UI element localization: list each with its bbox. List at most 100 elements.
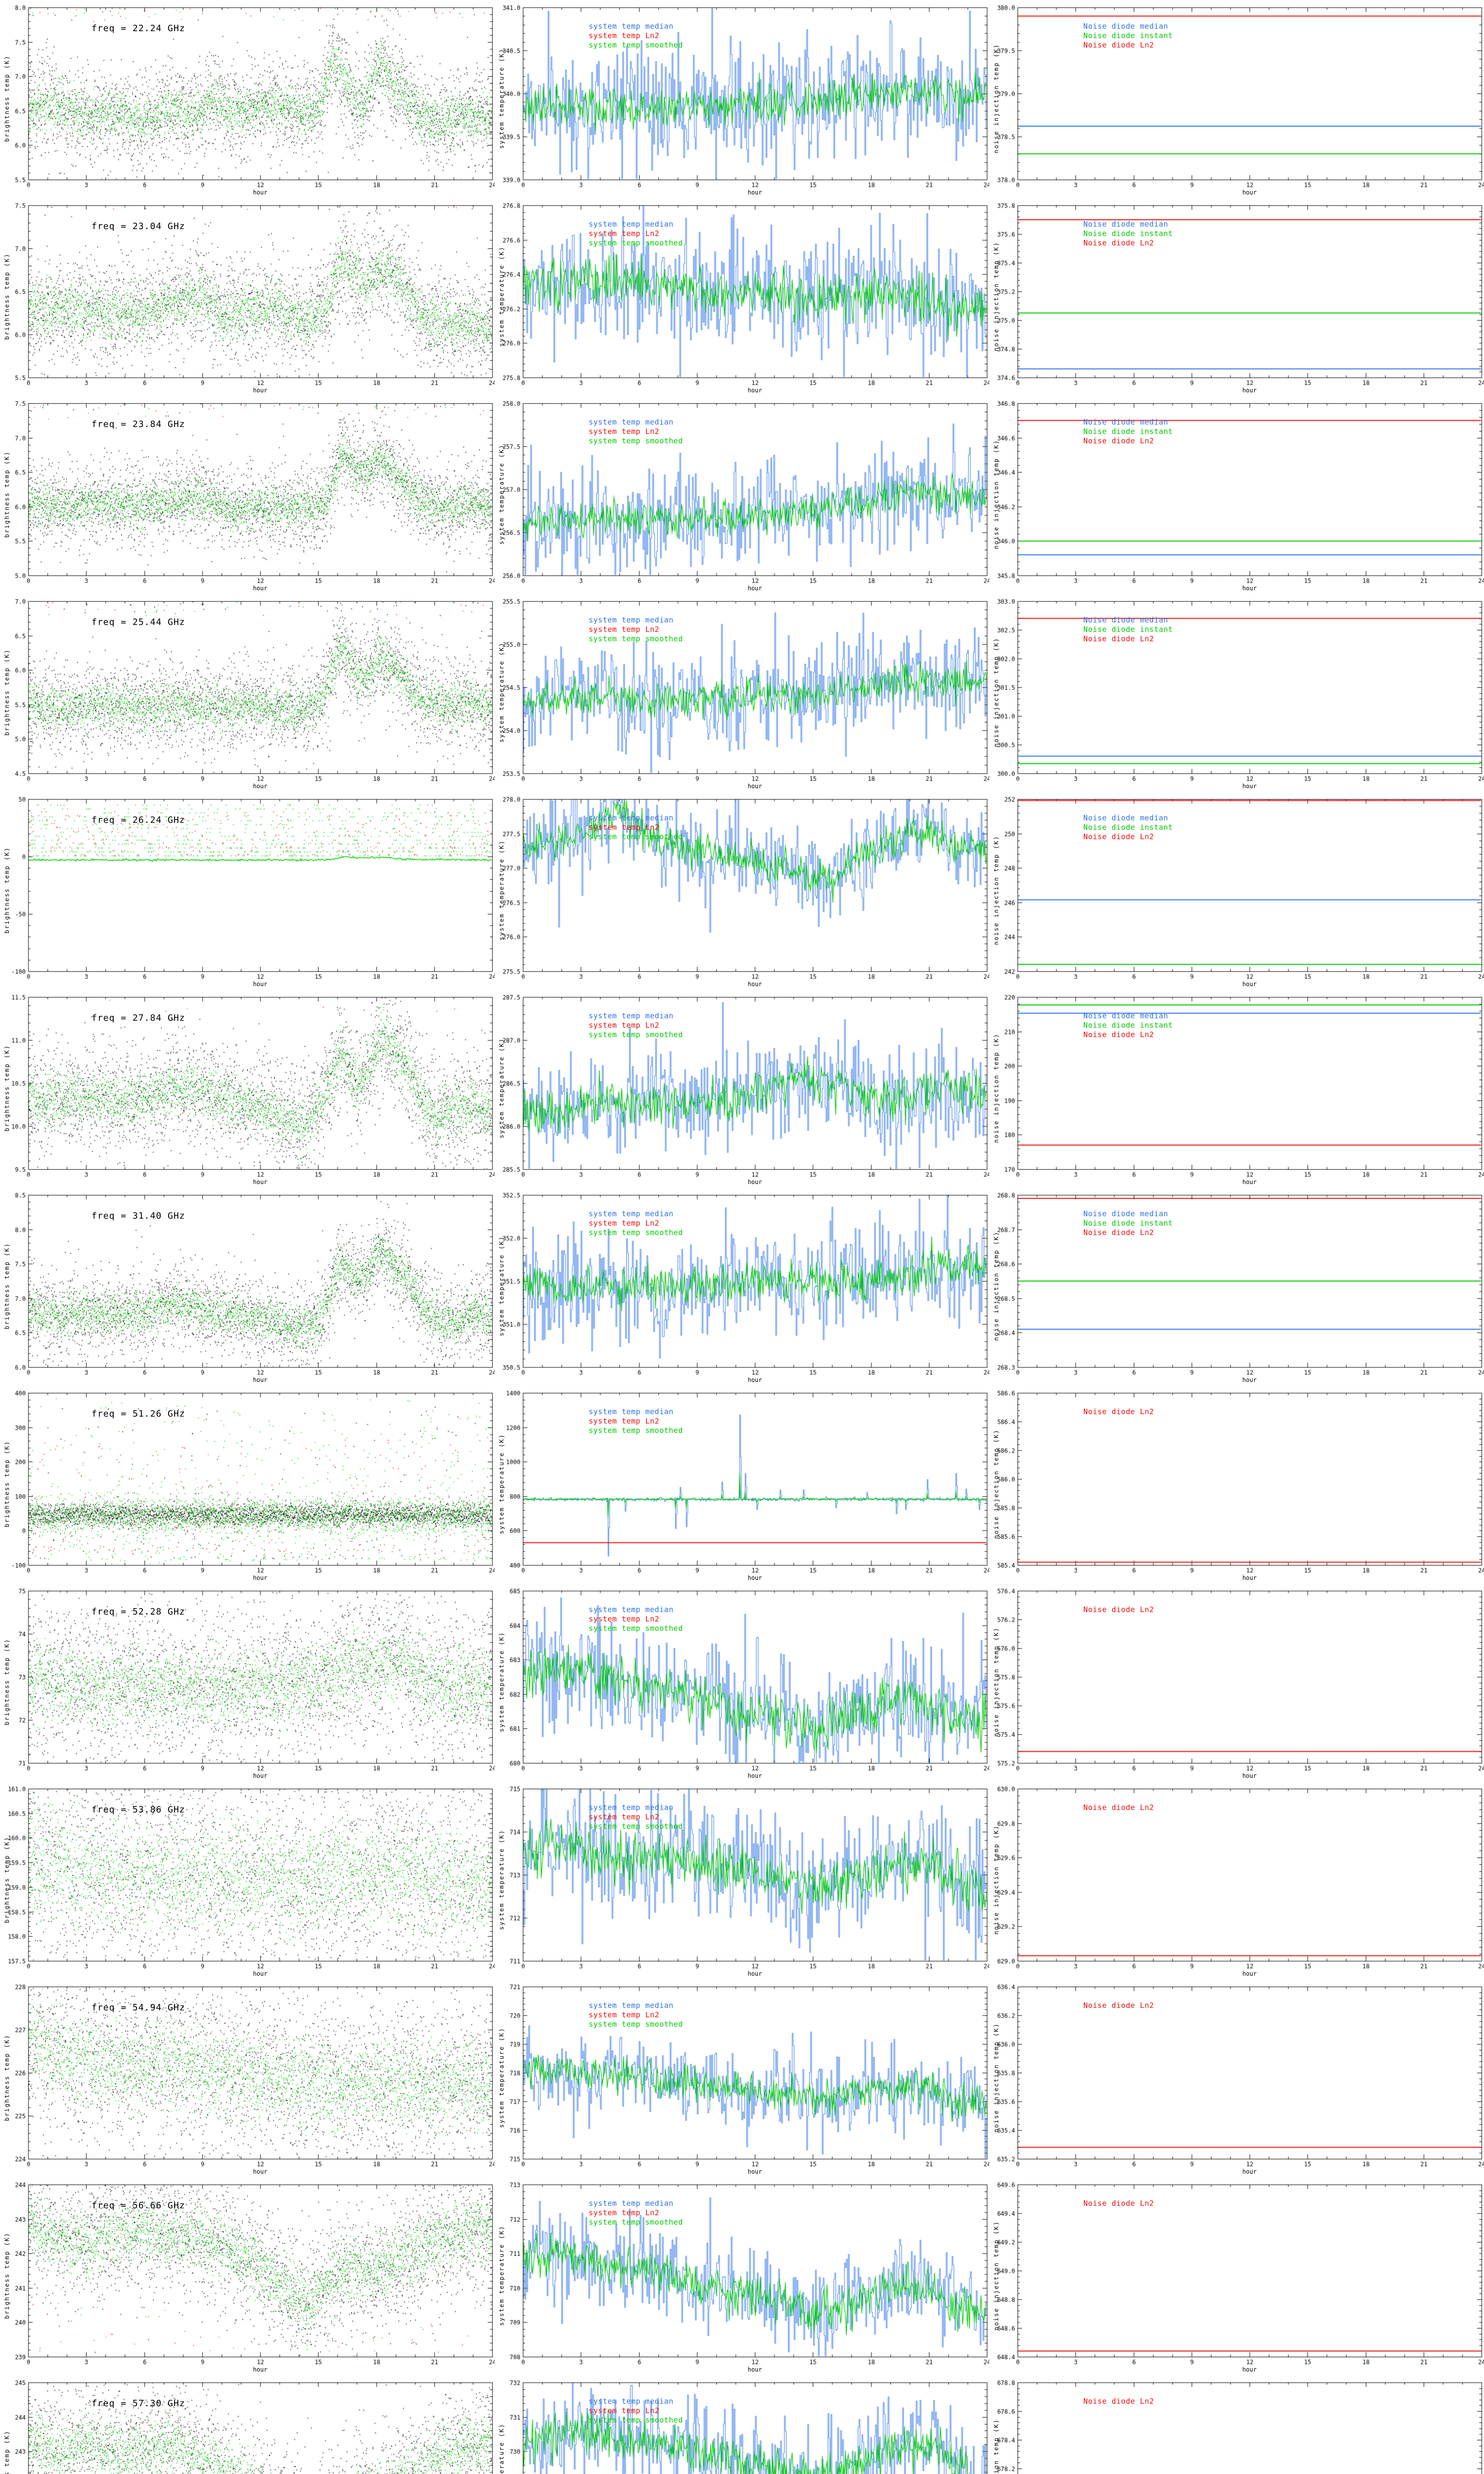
- legend-item: Noise diode instant: [1083, 625, 1173, 634]
- y-axis-title: brightness temp (K): [3, 2232, 10, 2319]
- x-axis-title: hour: [253, 2366, 268, 2373]
- panel-row12-left: brightness temp (K) hour freq = 56.66 GHz: [0, 2177, 495, 2375]
- y-axis-title: noise injection temp (K): [993, 241, 1000, 351]
- x-axis-title: hour: [253, 1772, 268, 1779]
- panel-row7-middle: system temperature (K) hour system temp me…: [495, 1188, 989, 1385]
- legend-item: Noise diode instant: [1083, 1021, 1173, 1030]
- legend-item: system temp smoothed: [589, 1228, 683, 1237]
- x-axis-title: hour: [747, 2168, 762, 2175]
- plot-canvas-row3-middle: [495, 396, 989, 594]
- x-axis-title: hour: [747, 2366, 762, 2373]
- system-temp-legend: system temp median system temp Ln2 system …: [589, 1605, 683, 1633]
- legend-item: system temp Ln2: [589, 229, 659, 238]
- plot-canvas-row8-right: [989, 1385, 1484, 1583]
- plot-canvas-row11-left: [0, 1979, 495, 2177]
- x-axis-title: hour: [747, 585, 762, 592]
- panel-row5-left: brightness temp (K) hour freq = 26.24 GHz: [0, 792, 495, 990]
- plot-canvas-row9-middle: [495, 1583, 989, 1781]
- x-axis-title: hour: [253, 1970, 268, 1977]
- y-axis-title: noise injection temp (K): [993, 439, 1000, 549]
- plot-canvas-row1-middle: [495, 0, 989, 198]
- y-axis-title: noise injection temp (K): [993, 637, 1000, 747]
- legend-item: Noise diode Ln2: [1083, 41, 1154, 49]
- y-axis-title: system temperature (K): [498, 1433, 505, 1534]
- legend-item: Noise diode Ln2: [1083, 1228, 1154, 1237]
- freq-label: freq = 23.04 GHz: [92, 221, 186, 232]
- legend-item: system temp Ln2: [589, 2208, 659, 2217]
- x-axis-title: hour: [1242, 783, 1257, 790]
- system-temp-legend: system temp median system temp Ln2 system …: [589, 22, 683, 50]
- legend-item: system temp smoothed: [589, 1030, 683, 1039]
- noise-diode-legend: Noise diode median Noise diode instant Noi…: [1083, 220, 1173, 248]
- legend-item: system temp Ln2: [589, 427, 659, 436]
- freq-label: freq = 56.66 GHz: [92, 2200, 186, 2211]
- y-axis-title: system temperature (K): [498, 2027, 505, 2128]
- y-axis-title: system temperature (K): [498, 1631, 505, 1732]
- plot-canvas-row1-left: [0, 0, 495, 198]
- y-axis-title: brightness temp (K): [3, 847, 10, 934]
- panel-row3-right: noise injection temp (K) hour Noise diode …: [989, 396, 1484, 594]
- y-axis-title: brightness temp (K): [3, 253, 10, 340]
- legend-item: system temp median: [589, 2199, 674, 2208]
- legend-item: Noise diode instant: [1083, 823, 1173, 832]
- legend-item: system temp median: [589, 22, 674, 31]
- panel-row3-middle: system temperature (K) hour system temp me…: [495, 396, 989, 594]
- legend-item: Noise diode instant: [1083, 229, 1173, 238]
- y-axis-title: system temperature (K): [498, 48, 505, 149]
- plot-canvas-row7-middle: [495, 1188, 989, 1385]
- noise-diode-legend: Noise diode Ln2: [1083, 2001, 1154, 2010]
- x-axis-title: hour: [253, 585, 268, 592]
- x-axis-title: hour: [253, 189, 268, 196]
- y-axis-title: brightness temp (K): [3, 1045, 10, 1132]
- legend-item: Noise diode median: [1083, 1011, 1168, 1020]
- x-axis-title: hour: [1242, 2366, 1257, 2373]
- x-axis-title: hour: [747, 1772, 762, 1779]
- y-axis-title: brightness temp (K): [3, 649, 10, 736]
- y-axis-title: noise injection temp (K): [993, 1231, 1000, 1341]
- system-temp-legend: system temp median system temp Ln2 system …: [589, 1407, 683, 1435]
- x-axis-title: hour: [253, 783, 268, 790]
- panel-row11-left: brightness temp (K) hour freq = 54.94 GHz: [0, 1979, 495, 2177]
- x-axis-title: hour: [1242, 1574, 1257, 1581]
- legend-item: system temp smoothed: [589, 1426, 683, 1435]
- x-axis-title: hour: [1242, 387, 1257, 394]
- y-axis-title: noise injection temp (K): [993, 1825, 1000, 1935]
- legend-item: system temp median: [589, 220, 674, 229]
- y-axis-title: brightness temp (K): [3, 451, 10, 538]
- panel-row10-right: noise injection temp (K) hour Noise diode …: [989, 1781, 1484, 1979]
- freq-label: freq = 53.86 GHz: [92, 1805, 186, 1815]
- plot-canvas-row3-left: [0, 396, 495, 594]
- legend-item: Noise diode Ln2: [1083, 436, 1154, 445]
- plot-canvas-row11-right: [989, 1979, 1484, 2177]
- legend-item: Noise diode median: [1083, 1209, 1168, 1218]
- panel-row8-right: noise injection temp (K) hour Noise diode …: [989, 1385, 1484, 1583]
- freq-label: freq = 54.94 GHz: [92, 2002, 186, 2013]
- panel-row2-middle: system temperature (K) hour system temp me…: [495, 198, 989, 396]
- system-temp-legend: system temp median system temp Ln2 system …: [589, 616, 683, 644]
- system-temp-legend: system temp median system temp Ln2 system …: [589, 2199, 683, 2227]
- plot-canvas-row13-middle: [495, 2375, 989, 2474]
- legend-item: Noise diode Ln2: [1083, 2397, 1154, 2406]
- panel-row12-right: noise injection temp (K) hour Noise diode …: [989, 2177, 1484, 2375]
- panel-row6-middle: system temperature (K) hour system temp me…: [495, 990, 989, 1188]
- system-temp-legend: system temp median system temp Ln2 system …: [589, 418, 683, 446]
- plot-canvas-row2-middle: [495, 198, 989, 396]
- y-axis-title: noise injection temp (K): [993, 2419, 1000, 2474]
- legend-item: system temp smoothed: [589, 1822, 683, 1831]
- legend-item: system temp Ln2: [589, 1417, 659, 1426]
- freq-label: freq = 22.24 GHz: [92, 23, 186, 34]
- panel-row12-middle: system temperature (K) hour system temp me…: [495, 2177, 989, 2375]
- legend-item: system temp median: [589, 1605, 674, 1614]
- panel-row1-middle: system temperature (K) hour system temp me…: [495, 0, 989, 198]
- legend-item: system temp smoothed: [589, 2218, 683, 2227]
- plot-canvas-row1-right: [989, 0, 1484, 198]
- system-temp-legend: system temp median system temp Ln2 system …: [589, 813, 683, 842]
- panel-row11-middle: system temperature (K) hour system temp me…: [495, 1979, 989, 2177]
- plot-canvas-row10-right: [989, 1781, 1484, 1979]
- legend-item: system temp smoothed: [589, 238, 683, 247]
- y-axis-title: brightness temp (K): [3, 55, 10, 142]
- plot-canvas-row2-left: [0, 198, 495, 396]
- legend-item: Noise diode Ln2: [1083, 1407, 1154, 1416]
